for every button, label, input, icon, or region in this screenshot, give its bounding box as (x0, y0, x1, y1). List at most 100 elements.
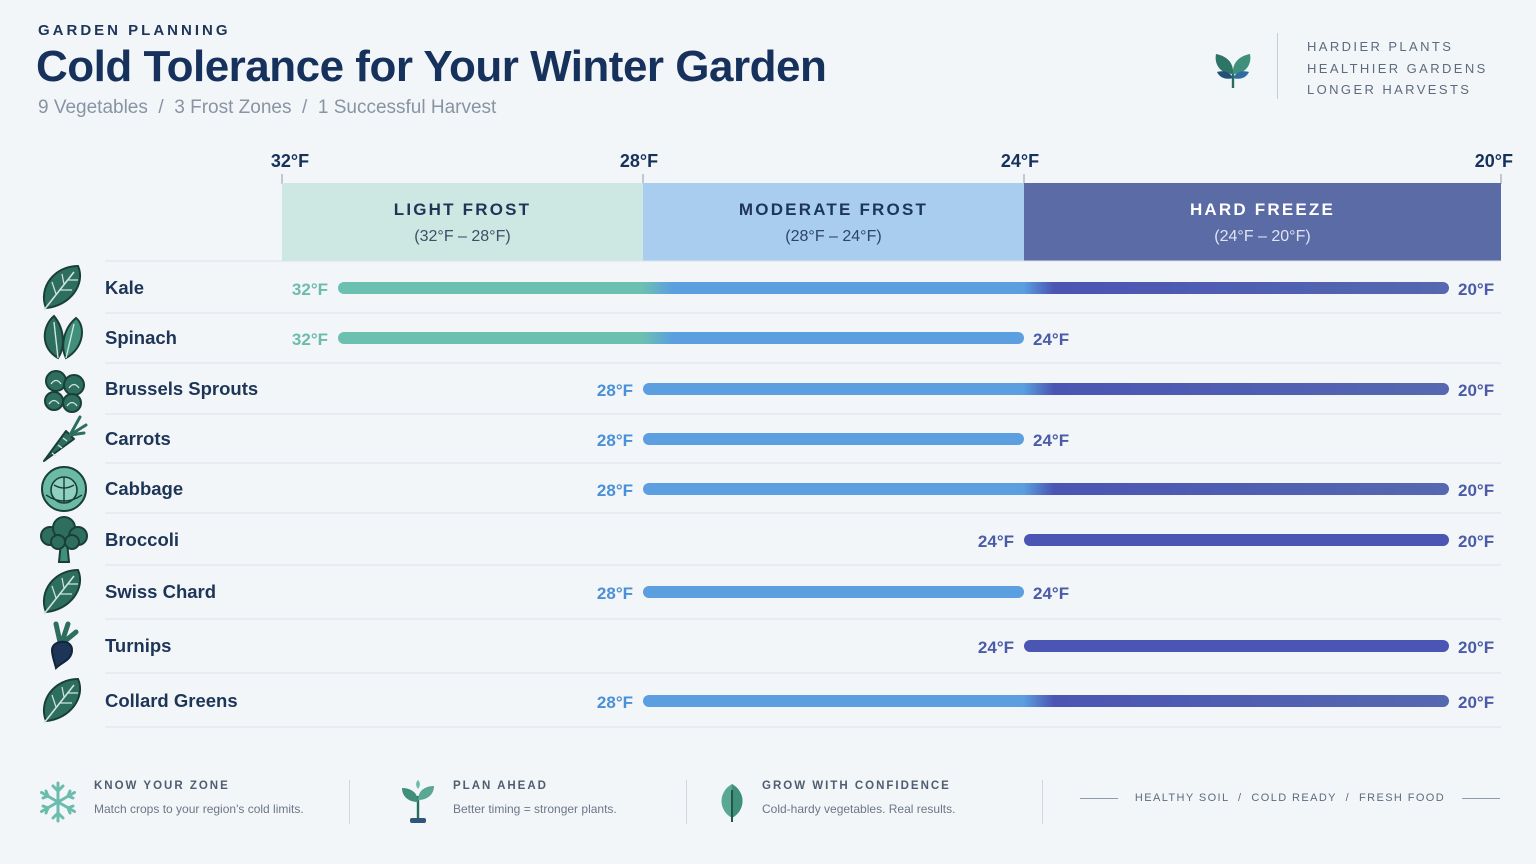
footer-divider (686, 780, 687, 824)
end-temp-label: 20°F (1458, 532, 1494, 551)
end-temp-label: 24°F (1033, 584, 1069, 603)
decorative-line (1080, 797, 1118, 799)
end-temp-label: 24°F (1033, 431, 1069, 450)
icon-vein (66, 401, 78, 407)
icon-vein (68, 383, 80, 389)
icon-vein (50, 379, 62, 385)
page-subtitle: 9 Vegetables / 3 Frost Zones / 1 Success… (38, 97, 497, 118)
icon-vein (48, 399, 60, 405)
start-temp-label: 28°F (597, 481, 633, 500)
start-temp-label: 32°F (292, 330, 328, 349)
tagline: LONGER HARVESTS (1307, 82, 1472, 97)
zone-range-label: (28°F – 24°F) (785, 228, 881, 245)
zone-band (1024, 183, 1501, 261)
broccoli-icon (40, 516, 88, 563)
zone-band (643, 183, 1024, 261)
vegetable-name: Broccoli (105, 529, 179, 550)
page-title: Cold Tolerance for Your Winter Garden (36, 42, 827, 91)
range-bar (643, 483, 1449, 495)
end-temp-label: 20°F (1458, 381, 1494, 400)
footer-item-zone: KNOW YOUR ZONE Match crops to your regio… (94, 780, 304, 816)
taglines: HARDIER PLANTS HEALTHIER GARDENS LONGER … (1307, 36, 1488, 101)
axis-tick-label: 28°F (620, 151, 658, 171)
vegetable-name: Turnips (105, 635, 171, 656)
start-temp-label: 24°F (978, 638, 1014, 657)
range-bar (338, 282, 1449, 294)
vegetable-name: Kale (105, 277, 144, 298)
end-temp-label: 24°F (1033, 330, 1069, 349)
tagline: HEALTHIER GARDENS (1307, 60, 1488, 76)
footer-title: KNOW YOUR ZONE (94, 780, 230, 792)
range-bar (1024, 534, 1449, 546)
start-temp-label: 32°F (292, 280, 328, 299)
spinach-leaves-icon (43, 314, 83, 360)
leaf-sprout-icon (1215, 54, 1251, 88)
zone-range-label: (32°F – 28°F) (414, 228, 510, 245)
zone-name: LIGHT FROST (394, 200, 532, 219)
icon-vein (43, 684, 75, 724)
start-temp-label: 28°F (597, 431, 633, 450)
start-temp-label: 28°F (597, 693, 633, 712)
brussels-sprouts-icon (44, 370, 85, 413)
cabbage-icon (41, 466, 87, 512)
seedling-icon (402, 780, 434, 823)
axis-tick-label: 32°F (271, 151, 309, 171)
icon-vein (51, 437, 68, 457)
vegetable-name: Carrots (105, 428, 171, 449)
zone-name: MODERATE FROST (739, 200, 928, 219)
vegetable-name: Spinach (105, 327, 177, 348)
footer-item-confidence: GROW WITH CONFIDENCE Cold-hardy vegetabl… (762, 780, 955, 816)
range-bar (1024, 640, 1449, 652)
footer-tags: HEALTHY SOIL / COLD READY / FRESH FOOD (1080, 792, 1500, 804)
footer-title: PLAN AHEAD (453, 780, 548, 792)
end-temp-label: 20°F (1458, 481, 1494, 500)
zone-range-label: (24°F – 20°F) (1214, 228, 1310, 245)
end-temp-label: 20°F (1458, 693, 1494, 712)
range-bar (643, 695, 1449, 707)
icon-vein (45, 477, 83, 503)
range-bar (643, 586, 1024, 598)
icon-shape (62, 316, 83, 360)
start-temp-label: 24°F (978, 532, 1014, 551)
end-temp-label: 20°F (1458, 638, 1494, 657)
brand-divider (1277, 33, 1278, 99)
footer-text: Match crops to your region's cold limits… (94, 802, 304, 816)
snowflake-icon (40, 781, 76, 823)
footer-divider (1042, 780, 1043, 824)
vegetable-name: Brussels Sprouts (105, 378, 258, 399)
footer-tags-text: HEALTHY SOIL / COLD READY / FRESH FOOD (1134, 792, 1446, 804)
axis-tick-label: 20°F (1475, 151, 1513, 171)
end-temp-label: 20°F (1458, 280, 1494, 299)
range-bar (643, 383, 1449, 395)
icon-vein (51, 686, 78, 708)
icon-shape (50, 640, 74, 670)
icon-vein (51, 577, 78, 599)
footer-text: Cold-hardy vegetables. Real results. (762, 802, 956, 816)
footer-text: Better timing = stronger plants. (453, 802, 617, 816)
footer-title: GROW WITH CONFIDENCE (762, 780, 951, 792)
eyebrow-label: GARDEN PLANNING (38, 22, 231, 39)
footer-item-plan: PLAN AHEAD Better timing = stronger plan… (453, 780, 617, 816)
start-temp-label: 28°F (597, 584, 633, 603)
icon-vein (53, 321, 75, 359)
collard-greens-leaf-icon (43, 677, 81, 724)
icon-vein (43, 271, 75, 311)
footer-divider (349, 780, 350, 824)
tagline: HARDIER PLANTS (1307, 39, 1454, 54)
zone-name: HARD FREEZE (1190, 200, 1335, 219)
decorative-line (1461, 797, 1500, 799)
kale-leaf-icon (43, 264, 81, 311)
vegetable-name: Cabbage (105, 478, 183, 499)
axis-tick-label: 24°F (1001, 151, 1039, 171)
leaf-icon (721, 784, 743, 822)
icon-vein (51, 273, 78, 295)
icon-shape (53, 621, 79, 645)
start-temp-label: 28°F (597, 381, 633, 400)
range-bar (643, 433, 1024, 445)
turnip-icon (50, 621, 79, 670)
vegetable-name: Swiss Chard (105, 581, 216, 602)
zone-band (282, 183, 643, 261)
swiss-chard-leaf-icon (43, 568, 81, 615)
icon-shape (50, 534, 66, 550)
carrot-icon (43, 415, 88, 462)
